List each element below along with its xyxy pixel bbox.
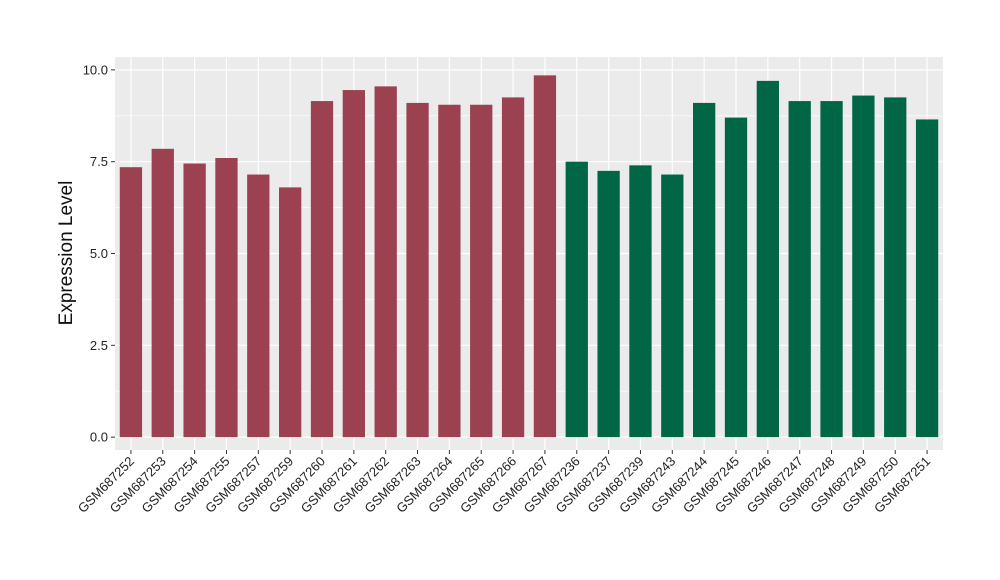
bar-GSM687261 [342,90,365,438]
bar-GSM687264 [438,104,461,438]
bar-GSM687255 [215,158,238,438]
y-axis: 0.0 2.5 5.0 7.5 10.0 [83,62,115,445]
bar-GSM687267 [533,75,557,438]
y-tick-label: 2.5 [90,338,108,353]
grid-lines [115,57,943,450]
bar-GSM687257 [247,174,270,438]
bar-GSM687246 [756,80,779,438]
y-tick-label: 0.0 [90,430,108,445]
bar-GSM687252 [119,167,143,438]
bar-GSM687249 [852,95,875,438]
bar-GSM687250 [884,97,907,438]
bar-GSM687251 [915,119,939,438]
x-axis: GSM687252GSM687253GSM687254GSM687255GSM6… [75,450,933,516]
bar-GSM687262 [374,86,397,438]
bar-GSM687239 [629,165,652,438]
bar-GSM687245 [724,117,748,438]
bar-GSM687236 [565,161,588,438]
bar-GSM687253 [151,148,174,438]
bar-GSM687263 [406,102,429,438]
bar-GSM687237 [597,170,620,438]
bar-GSM687266 [501,97,525,438]
bar-GSM687243 [661,174,684,438]
y-tick-label: 10.0 [83,62,108,77]
y-tick-label: 5.0 [90,246,108,261]
y-axis-title: Expression Level [56,181,77,326]
bar-GSM687265 [470,104,493,438]
bar-GSM687260 [310,101,334,438]
bar-GSM687247 [788,101,811,438]
bar-GSM687244 [693,102,716,438]
bars [119,75,939,438]
bar-GSM687259 [279,187,302,438]
bar-GSM687254 [183,163,206,438]
bar-GSM687248 [820,101,843,438]
y-tick-label: 7.5 [90,154,108,169]
